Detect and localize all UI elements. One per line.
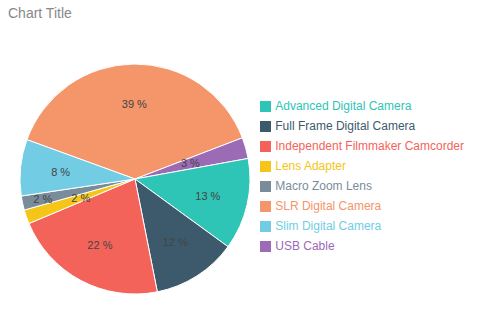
- svg-text:2 %: 2 %: [71, 192, 90, 204]
- html-text:Chart Title: Chart Title: [8, 5, 72, 21]
- html-text:Macro Zoom Lens: Macro Zoom Lens: [275, 179, 372, 193]
- svg-text:13 %: 13 %: [195, 190, 220, 202]
- html-text:USB Cable: USB Cable: [275, 239, 335, 253]
- html-text:Independent Filmmaker Camcorde: Independent Filmmaker Camcorder: [275, 139, 464, 153]
- svg-text:39 %: 39 %: [122, 98, 147, 110]
- html-text:Advanced Digital Camera: Advanced Digital Camera: [275, 99, 412, 113]
- svg-text:22 %: 22 %: [87, 239, 112, 251]
- svg-text:2 %: 2 %: [33, 193, 52, 205]
- html-text:Lens Adapter: Lens Adapter: [275, 159, 346, 173]
- svg-text:8 %: 8 %: [51, 166, 70, 178]
- svg-text:12 %: 12 %: [163, 236, 188, 248]
- svg-text:3 %: 3 %: [181, 157, 200, 169]
- html-text:Slim Digital Camera: Slim Digital Camera: [275, 219, 382, 233]
- html-text:SLR Digital Camera: SLR Digital Camera: [275, 199, 382, 213]
- html-text:Full Frame Digital Camera: Full Frame Digital Camera: [275, 119, 416, 133]
